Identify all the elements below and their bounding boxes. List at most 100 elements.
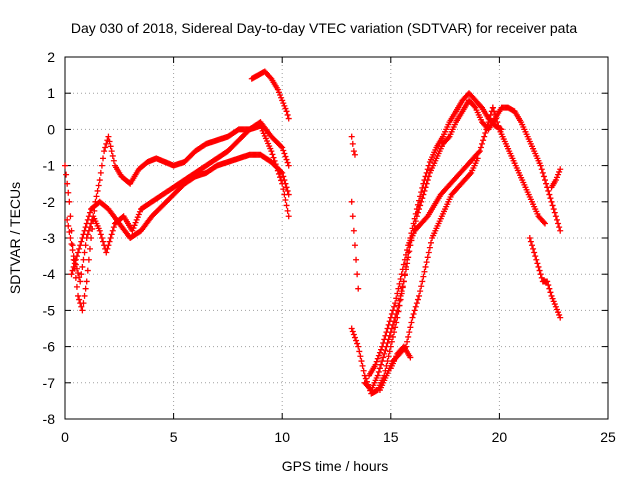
- data-point: [475, 149, 482, 156]
- series-arc-e: [348, 133, 358, 158]
- data-point: [404, 247, 411, 254]
- data-point: [350, 148, 357, 155]
- data-point: [353, 337, 360, 344]
- data-point: [418, 189, 425, 196]
- data-point: [353, 256, 360, 263]
- data-point: [374, 355, 381, 362]
- data-point: [378, 346, 385, 353]
- data-point: [379, 343, 386, 350]
- data-point: [81, 227, 88, 234]
- data-point: [100, 155, 107, 162]
- data-point: [280, 147, 287, 154]
- data-point: [104, 245, 111, 252]
- data-point: [283, 202, 290, 209]
- data-point: [73, 283, 80, 290]
- data-point: [386, 318, 393, 325]
- data-point: [412, 210, 419, 217]
- data-points: [62, 68, 564, 397]
- data-point: [348, 133, 355, 140]
- data-point: [355, 343, 362, 350]
- series-arc-l: [489, 104, 549, 227]
- y-tick-label: -1: [43, 158, 56, 174]
- data-point: [410, 311, 417, 318]
- data-point: [421, 177, 428, 184]
- data-point: [279, 144, 286, 151]
- data-point: [282, 105, 289, 112]
- data-point: [550, 206, 557, 213]
- data-point: [282, 180, 289, 187]
- y-tick-label: 1: [47, 85, 55, 101]
- data-point: [424, 166, 431, 173]
- data-point: [285, 115, 292, 122]
- data-point: [495, 122, 502, 129]
- data-point: [73, 265, 80, 272]
- series-arc-d: [248, 68, 292, 122]
- data-point: [107, 143, 114, 150]
- data-point: [351, 334, 358, 341]
- data-point: [80, 256, 87, 263]
- data-point: [540, 219, 547, 226]
- data-point: [400, 261, 407, 268]
- data-point: [549, 295, 556, 302]
- data-point: [547, 195, 554, 202]
- data-point: [408, 319, 415, 326]
- data-point: [349, 140, 356, 147]
- data-point: [479, 140, 486, 147]
- data-point: [66, 228, 73, 235]
- data-point: [397, 292, 404, 299]
- data-point: [75, 249, 82, 256]
- data-point: [549, 202, 556, 209]
- data-point: [108, 231, 115, 238]
- x-tick-label: 20: [492, 429, 508, 445]
- data-point: [79, 307, 86, 314]
- data-point: [421, 187, 428, 194]
- data-point: [106, 138, 113, 145]
- data-point: [493, 115, 500, 122]
- data-point: [391, 303, 398, 310]
- data-point: [404, 338, 411, 345]
- data-point: [538, 166, 545, 173]
- data-point: [477, 103, 484, 110]
- data-point: [67, 213, 74, 220]
- data-point: [81, 249, 88, 256]
- axes: 0 5 10 15 20 25 -8 -7 -6 -5 -4 -3 -2 -1 0 1 2: [43, 49, 616, 445]
- data-point: [65, 189, 72, 196]
- data-point: [284, 111, 291, 118]
- data-point: [284, 207, 291, 214]
- data-point: [66, 198, 73, 205]
- data-point: [94, 187, 101, 194]
- data-point: [280, 173, 287, 180]
- data-point: [101, 148, 108, 155]
- data-point: [62, 162, 68, 169]
- data-point: [397, 276, 404, 283]
- data-point: [274, 86, 281, 93]
- data-point: [538, 274, 545, 281]
- x-tick-label: 10: [274, 429, 290, 445]
- data-point: [77, 278, 84, 285]
- data-point: [540, 173, 547, 180]
- data-point: [97, 231, 104, 238]
- data-point: [98, 162, 105, 169]
- data-point: [110, 157, 117, 164]
- data-point: [490, 108, 497, 115]
- data-point: [385, 353, 392, 360]
- data-point: [110, 224, 117, 231]
- series-arc-n: [548, 166, 564, 191]
- data-point: [420, 180, 427, 187]
- data-point: [109, 227, 116, 234]
- series-arc-i: [366, 104, 496, 379]
- data-point: [555, 171, 562, 178]
- data-point: [551, 209, 558, 216]
- data-point: [557, 166, 564, 173]
- data-point: [392, 300, 399, 307]
- data-point: [413, 300, 420, 307]
- data-point: [135, 211, 142, 218]
- data-point: [283, 156, 290, 163]
- series-arc-m: [526, 235, 564, 321]
- data-point: [399, 283, 406, 290]
- data-point: [492, 111, 499, 118]
- data-point: [356, 348, 363, 355]
- data-point: [97, 169, 104, 176]
- data-point: [546, 285, 553, 292]
- data-point: [64, 180, 71, 187]
